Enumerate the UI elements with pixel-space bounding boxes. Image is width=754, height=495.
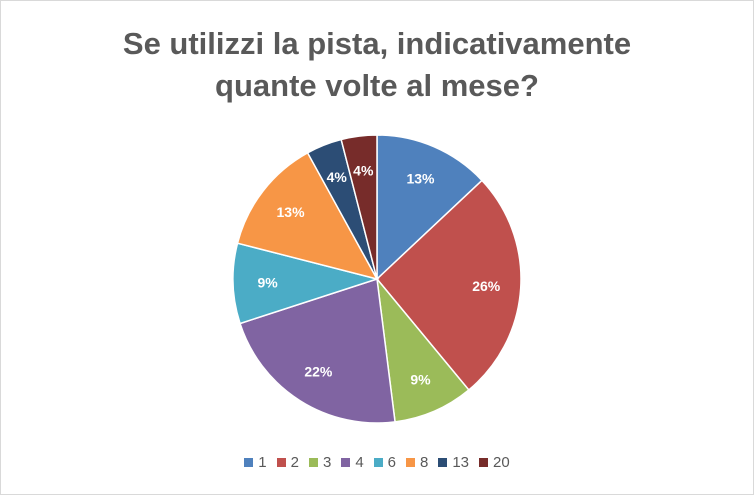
data-label-8: 13%: [277, 204, 306, 220]
pie-slice-20: [340, 134, 378, 280]
legend-label-3: 3: [322, 454, 332, 471]
pie-slice-3: [375, 276, 470, 423]
pie-slice-4: [239, 278, 396, 424]
data-label-3: 9%: [410, 371, 431, 387]
pie-slice-1: [376, 134, 484, 281]
legend-item-8: 8: [406, 454, 428, 471]
legend-item-2: 2: [276, 454, 299, 471]
legend-swatch-2: [276, 458, 286, 467]
legend-swatch-6: [373, 458, 383, 467]
data-label-20: 4%: [353, 162, 374, 178]
pie-slice-8: [236, 151, 379, 281]
data-label-13: 4%: [327, 169, 348, 185]
legend-swatch-4: [341, 458, 351, 467]
pie-slice-6: [232, 242, 380, 325]
legend-swatch-13: [438, 458, 448, 467]
legend-item-3: 3: [308, 454, 332, 471]
legend-swatch-1: [244, 458, 254, 467]
legend-label-6: 6: [387, 454, 396, 471]
legend-item-6: 6: [373, 454, 396, 471]
legend-label-4: 4: [355, 454, 364, 471]
legend-label-20: 20: [493, 454, 510, 471]
legend-label-1: 1: [258, 454, 267, 471]
data-label-6: 9%: [257, 274, 278, 290]
chart-legend: 1 2 3 4 6 8 13 20: [1, 454, 753, 471]
legend-swatch-3: [308, 458, 318, 467]
data-label-4: 22%: [304, 363, 333, 379]
legend-item-4: 4: [341, 454, 364, 471]
legend-item-20: 20: [479, 454, 510, 471]
data-label-1: 13%: [406, 171, 435, 187]
legend-item-13: 13: [438, 454, 469, 471]
legend-label-8: 8: [420, 454, 429, 471]
pie-slice-2: [375, 179, 522, 392]
legend-swatch-20: [479, 458, 489, 467]
chart-title: Se utilizzi la pista, indicativamente qu…: [1, 23, 753, 107]
chart-title-line-2: quante volte al mese?: [215, 68, 539, 103]
legend-label-2: 2: [290, 454, 299, 471]
data-label-2: 26%: [472, 278, 501, 294]
legend-label-13: 13: [452, 454, 470, 471]
chart-title-line-1: Se utilizzi la pista, indicativamente: [122, 26, 632, 61]
legend-swatch-8: [406, 458, 415, 467]
legend-item-1: 1: [244, 454, 267, 471]
